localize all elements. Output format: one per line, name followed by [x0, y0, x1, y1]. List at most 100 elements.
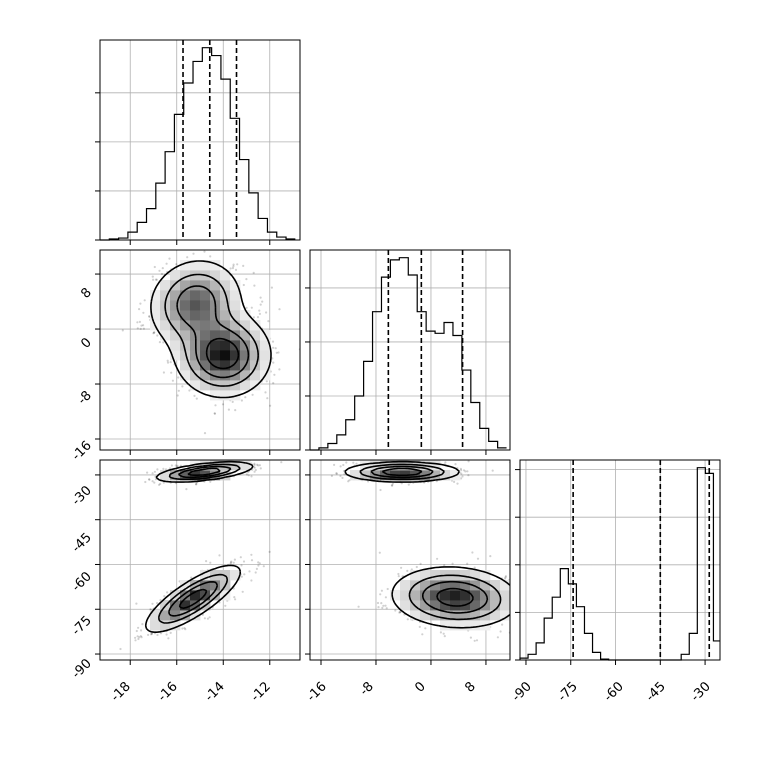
joint-1-3-sample [156, 602, 159, 605]
joint-1-3-density-cell [180, 610, 191, 621]
joint-1-2-density-cell [180, 290, 191, 301]
joint-1-2-density-cell [200, 350, 211, 361]
x-tick-label-param1-2: -14 [202, 679, 228, 705]
joint-1-2-sample [151, 275, 154, 278]
joint-1-2-sample [227, 408, 230, 411]
marginal-1-frame [99, 39, 301, 241]
joint-2-3-density-cell [440, 580, 451, 591]
joint-1-2-sample [160, 272, 164, 276]
joint-1-3-sample [234, 598, 237, 601]
joint-1-3-contour-3 [178, 467, 221, 610]
joint-2-3-sample [543, 604, 545, 606]
joint-2-3-sample [539, 610, 541, 612]
joint-1-2-sample [240, 399, 243, 402]
joint-1-2-density-cell [250, 360, 261, 371]
marginal-3-panel [515, 459, 721, 665]
joint-2-3-density-cell [390, 590, 401, 601]
joint-1-2-sample [153, 331, 156, 334]
joint-2-3-sample [473, 639, 476, 642]
joint-1-2-sample [278, 308, 281, 311]
joint-2-3-sample [394, 609, 397, 612]
joint-1-2-sample [121, 329, 124, 332]
joint-1-2-density-cell [250, 340, 261, 351]
joint-1-3-sample [232, 561, 235, 564]
joint-2-3-sample [421, 633, 424, 636]
joint-2-3-density-cell [430, 610, 441, 621]
joint-1-3-sample [163, 595, 166, 598]
joint-1-2-sample [242, 283, 245, 287]
joint-1-3-density-cell [180, 470, 191, 481]
joint-1-2-contour-1 [164, 273, 259, 387]
joint-1-3-sample [257, 561, 260, 564]
joint-1-3-density-cell [170, 470, 181, 481]
x-tick-label-param2-2: 0 [412, 679, 428, 695]
joint-1-3-sample [257, 564, 260, 567]
joint-1-2-density-cell [170, 340, 181, 351]
joint-1-2-sample [214, 404, 217, 407]
joint-1-2-density-cell [230, 280, 241, 291]
joint-1-3-sample [257, 464, 260, 467]
joint-2-3-sample [335, 472, 338, 475]
joint-1-2-sample [265, 380, 268, 383]
joint-2-3-sample [471, 551, 474, 554]
joint-2-3-sample [541, 601, 543, 603]
joint-1-3-sample [229, 561, 233, 564]
joint-1-2-plot-area [121, 250, 300, 435]
y-tick-label-param3-4: -30 [69, 483, 95, 509]
marginal-3-histogram [519, 467, 720, 661]
joint-1-2-density-cell [210, 270, 221, 281]
joint-1-2-density-cell [250, 320, 261, 331]
joint-1-2-density-cell [240, 310, 251, 321]
joint-2-3-contour-3 [381, 467, 474, 607]
joint-1-2-sample [213, 412, 216, 415]
joint-1-3-sample [140, 629, 143, 632]
joint-1-2-density-cell [220, 310, 231, 321]
joint-1-3-sample [169, 631, 172, 635]
joint-1-3-density-cell [190, 580, 201, 591]
joint-2-3-sample [367, 480, 370, 483]
joint-2-3-density-cell [420, 610, 431, 621]
joint-1-3-density-cell [200, 570, 211, 581]
joint-1-2-density-cell [230, 300, 241, 311]
joint-2-3-sample [491, 469, 494, 472]
joint-1-2-sample [259, 296, 262, 299]
joint-1-2-density-cell [200, 380, 211, 391]
joint-1-3-sample [247, 474, 250, 477]
joint-1-2-density-cell [210, 290, 221, 301]
joint-2-3-sample [330, 474, 333, 477]
marginal-3-frame [519, 459, 721, 661]
x-tick-label-param1-1: -16 [155, 679, 181, 705]
joint-2-3-sample [444, 461, 447, 464]
joint-2-3-sample [418, 625, 421, 629]
joint-1-3-sample [233, 558, 236, 561]
joint-1-2-density-cell [200, 310, 211, 321]
joint-1-2-density-cell [220, 360, 231, 371]
joint-1-3-sample [134, 639, 137, 642]
joint-2-3-density-cell [400, 600, 411, 611]
joint-1-3-contour-2 [168, 465, 232, 617]
joint-1-2-density-cell [210, 370, 221, 381]
joint-1-2-sample [266, 397, 269, 400]
joint-2-3-sample [384, 604, 387, 607]
joint-1-2-density-cell [160, 310, 171, 321]
joint-1-3-sample [253, 463, 256, 466]
joint-1-3-sample [254, 468, 257, 472]
joint-1-2-density-cell [190, 280, 201, 291]
joint-1-2-sample [253, 284, 256, 287]
joint-1-2-density-cell [190, 360, 201, 371]
x-tick-label-param1-0: -18 [108, 679, 134, 705]
joint-2-3-sample [439, 631, 442, 634]
joint-1-3-density-cell [210, 580, 221, 591]
joint-1-3-sample [268, 550, 271, 554]
joint-1-3-sample [119, 647, 122, 651]
joint-2-3-sample [469, 636, 472, 639]
joint-1-2-sample [261, 300, 264, 303]
joint-1-3-density-cell [240, 460, 251, 471]
joint-1-3-sample [250, 475, 253, 478]
joint-1-3-sample [209, 561, 212, 564]
joint-1-2-sample [152, 278, 155, 281]
joint-1-2-sample [252, 271, 255, 274]
joint-1-3-density-cell [190, 590, 201, 601]
joint-1-2-sample [158, 269, 161, 272]
joint-1-3-sample [185, 488, 188, 491]
